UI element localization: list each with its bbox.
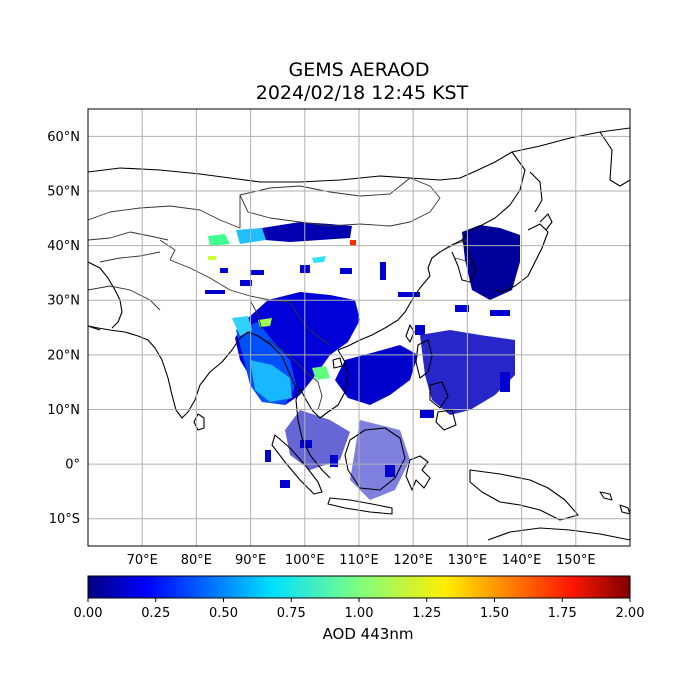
colorbar — [87, 575, 631, 599]
colorbar-tick-label: 0.00 — [74, 606, 103, 621]
lon-tick-label: 90°E — [235, 553, 266, 568]
lon-tick-label: 130°E — [448, 553, 488, 568]
colorbar-tick-label: 0.25 — [141, 606, 170, 621]
colorbar-label: AOD 443nm — [322, 625, 414, 643]
lat-tick-label: 10°N — [47, 403, 80, 418]
aod-region-north-band — [262, 222, 352, 242]
colorbar-tick-label: 1.00 — [345, 606, 374, 621]
map-subtitle-datetime: 2024/02/18 12:45 KST — [255, 82, 469, 104]
map-frame — [87, 108, 631, 547]
aod-region-red-speck — [350, 240, 356, 246]
aod-region-north-green — [208, 234, 230, 246]
lon-tick-label: 70°E — [127, 553, 158, 568]
lat-tick-label: 0° — [65, 458, 80, 473]
colorbar-tick-label: 2.00 — [616, 606, 645, 621]
aod-region-green-spot-2 — [258, 318, 272, 327]
lat-tick-label: 10°S — [49, 512, 80, 527]
lon-tick-label: 120°E — [393, 553, 433, 568]
colorbar-tick-label: 0.50 — [209, 606, 238, 621]
lon-tick-label: 100°E — [285, 553, 325, 568]
colorbar-tick-label: 1.75 — [548, 606, 577, 621]
lat-tick-label: 40°N — [47, 239, 80, 254]
map-title: GEMS AERAOD — [288, 59, 430, 81]
lon-tick-label: 140°E — [502, 553, 542, 568]
latitude-labels: 60°N 50°N 40°N 30°N 20°N 10°N 0° 10°S — [47, 130, 80, 527]
longitude-labels: 70°E 80°E 90°E 100°E 110°E 120°E 130°E 140°E 150… — [127, 553, 596, 568]
aod-region-yellow-speck — [208, 256, 216, 260]
aod-region-indonesia — [350, 420, 410, 500]
aod-region-korea-japan — [462, 225, 520, 300]
aod-region-bay-cyan — [250, 360, 292, 402]
lat-tick-label: 60°N — [47, 130, 80, 145]
lon-tick-label: 80°E — [181, 553, 212, 568]
aod-region-green-spot — [312, 366, 330, 380]
lat-tick-label: 30°N — [47, 294, 80, 309]
colorbar-tick-label: 1.50 — [480, 606, 509, 621]
lat-tick-label: 20°N — [47, 348, 80, 363]
colorbar-tick-label: 1.25 — [412, 606, 441, 621]
aod-region-south-china-sea — [335, 345, 418, 405]
aod-region-cyan-spot — [232, 316, 252, 336]
lon-tick-label: 150°E — [556, 553, 596, 568]
graticule — [88, 109, 630, 546]
colorbar-tick-label: 0.75 — [277, 606, 306, 621]
colorbar-ticks: 0.00 0.25 0.50 0.75 1.00 1.25 1.50 1.75 2.00 — [74, 598, 645, 621]
lon-tick-label: 110°E — [339, 553, 379, 568]
aod-region-cyan-speck — [312, 256, 326, 263]
lat-tick-label: 50°N — [47, 184, 80, 199]
